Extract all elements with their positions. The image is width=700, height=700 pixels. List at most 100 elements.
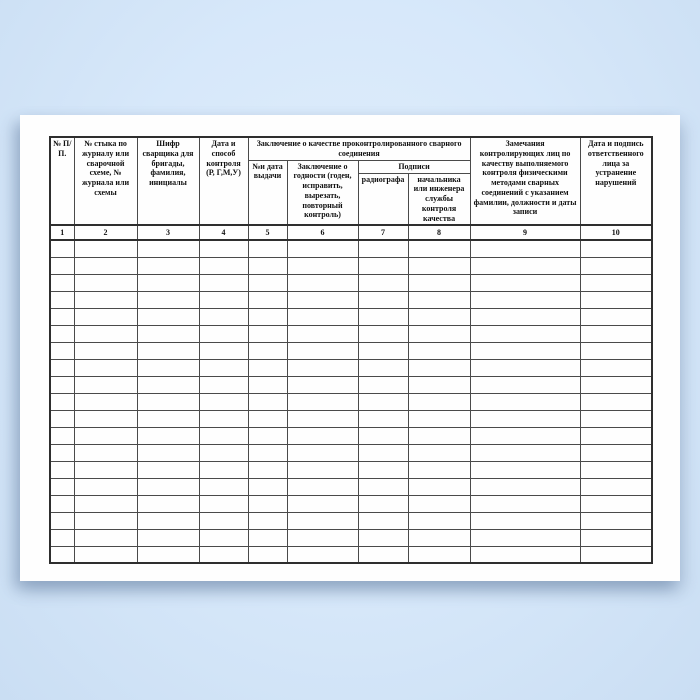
- table-row: [49, 256, 653, 275]
- empty-cell: [579, 494, 653, 513]
- empty-cell: [286, 409, 359, 428]
- empty-cell: [247, 545, 288, 564]
- empty-cell: [247, 477, 288, 496]
- header-cell-welder-code: Шифр сварщика для бригады, фамилия, иниц…: [136, 136, 200, 226]
- empty-cell: [286, 256, 359, 275]
- empty-cell: [49, 528, 75, 547]
- empty-cell: [357, 324, 409, 343]
- empty-cell: [469, 477, 581, 496]
- empty-cell: [579, 443, 653, 462]
- empty-cell: [198, 443, 249, 462]
- table-row: [49, 239, 653, 258]
- empty-cell: [286, 494, 359, 513]
- empty-cell: [136, 460, 200, 479]
- empty-cell: [407, 460, 471, 479]
- empty-cell: [357, 545, 409, 564]
- empty-cell: [136, 545, 200, 564]
- table-row: [49, 426, 653, 445]
- empty-cell: [357, 341, 409, 360]
- empty-cell: [247, 409, 288, 428]
- empty-cell: [247, 256, 288, 275]
- empty-cell: [286, 358, 359, 377]
- empty-cell: [579, 545, 653, 564]
- empty-cell: [579, 358, 653, 377]
- empty-cell: [49, 511, 75, 530]
- table-row: [49, 528, 653, 547]
- empty-cell: [357, 256, 409, 275]
- empty-cell: [198, 358, 249, 377]
- empty-cell: [198, 528, 249, 547]
- empty-cell: [49, 341, 75, 360]
- empty-cell: [357, 290, 409, 309]
- empty-cell: [49, 409, 75, 428]
- empty-cell: [49, 477, 75, 496]
- empty-cell: [136, 477, 200, 496]
- empty-cell: [579, 273, 653, 292]
- empty-cell: [286, 273, 359, 292]
- empty-cell: [286, 375, 359, 394]
- table-row: [49, 307, 653, 326]
- header-cell-radiographer: радиографа: [357, 172, 409, 226]
- empty-cell: [73, 290, 138, 309]
- table-row: [49, 358, 653, 377]
- empty-cell: [73, 460, 138, 479]
- empty-cell: [198, 324, 249, 343]
- table-row: [49, 375, 653, 394]
- empty-cell: [198, 392, 249, 411]
- empty-cell: [286, 545, 359, 564]
- empty-cell: [136, 409, 200, 428]
- empty-cell: [247, 273, 288, 292]
- column-number: 9: [469, 224, 581, 242]
- table-row: [49, 290, 653, 309]
- table-row: [49, 460, 653, 479]
- empty-cell: [247, 528, 288, 547]
- empty-cell: [469, 324, 581, 343]
- empty-cell: [286, 528, 359, 547]
- empty-cell: [469, 358, 581, 377]
- empty-cell: [198, 545, 249, 564]
- empty-cell: [73, 256, 138, 275]
- empty-cell: [73, 443, 138, 462]
- empty-cell: [407, 409, 471, 428]
- empty-cell: [198, 494, 249, 513]
- empty-cell: [579, 256, 653, 275]
- empty-cell: [469, 273, 581, 292]
- column-number: 5: [247, 224, 288, 242]
- empty-cell: [579, 341, 653, 360]
- empty-cell: [73, 494, 138, 513]
- table-row: [49, 511, 653, 530]
- column-number: 10: [579, 224, 653, 242]
- header-cell-seq-no: № П/П.: [49, 136, 75, 226]
- header-cell-qc-chief: начальника или инженера службы контроля …: [407, 172, 471, 226]
- empty-cell: [407, 273, 471, 292]
- empty-cell: [73, 511, 138, 530]
- empty-cell: [579, 392, 653, 411]
- empty-cell: [579, 239, 653, 258]
- empty-cell: [469, 239, 581, 258]
- empty-cell: [198, 409, 249, 428]
- empty-cell: [357, 307, 409, 326]
- empty-cell: [247, 341, 288, 360]
- empty-cell: [136, 375, 200, 394]
- empty-cell: [357, 375, 409, 394]
- empty-cell: [579, 290, 653, 309]
- document-page: № П/П. № стыка по журналу или сварочной …: [20, 115, 680, 581]
- empty-cell: [73, 477, 138, 496]
- empty-cell: [49, 460, 75, 479]
- empty-cell: [49, 375, 75, 394]
- empty-cell: [469, 392, 581, 411]
- table-row: [49, 477, 653, 496]
- empty-cell: [247, 426, 288, 445]
- welding-control-journal-table: № П/П. № стыка по журналу или сварочной …: [49, 136, 654, 565]
- empty-cell: [357, 426, 409, 445]
- empty-cell: [49, 443, 75, 462]
- header-group-signatures: Подписи: [357, 159, 471, 174]
- empty-cell: [198, 273, 249, 292]
- empty-cell: [407, 392, 471, 411]
- empty-cell: [136, 341, 200, 360]
- empty-cell: [247, 307, 288, 326]
- empty-cell: [407, 477, 471, 496]
- empty-cell: [357, 239, 409, 258]
- empty-cell: [198, 307, 249, 326]
- empty-cell: [198, 460, 249, 479]
